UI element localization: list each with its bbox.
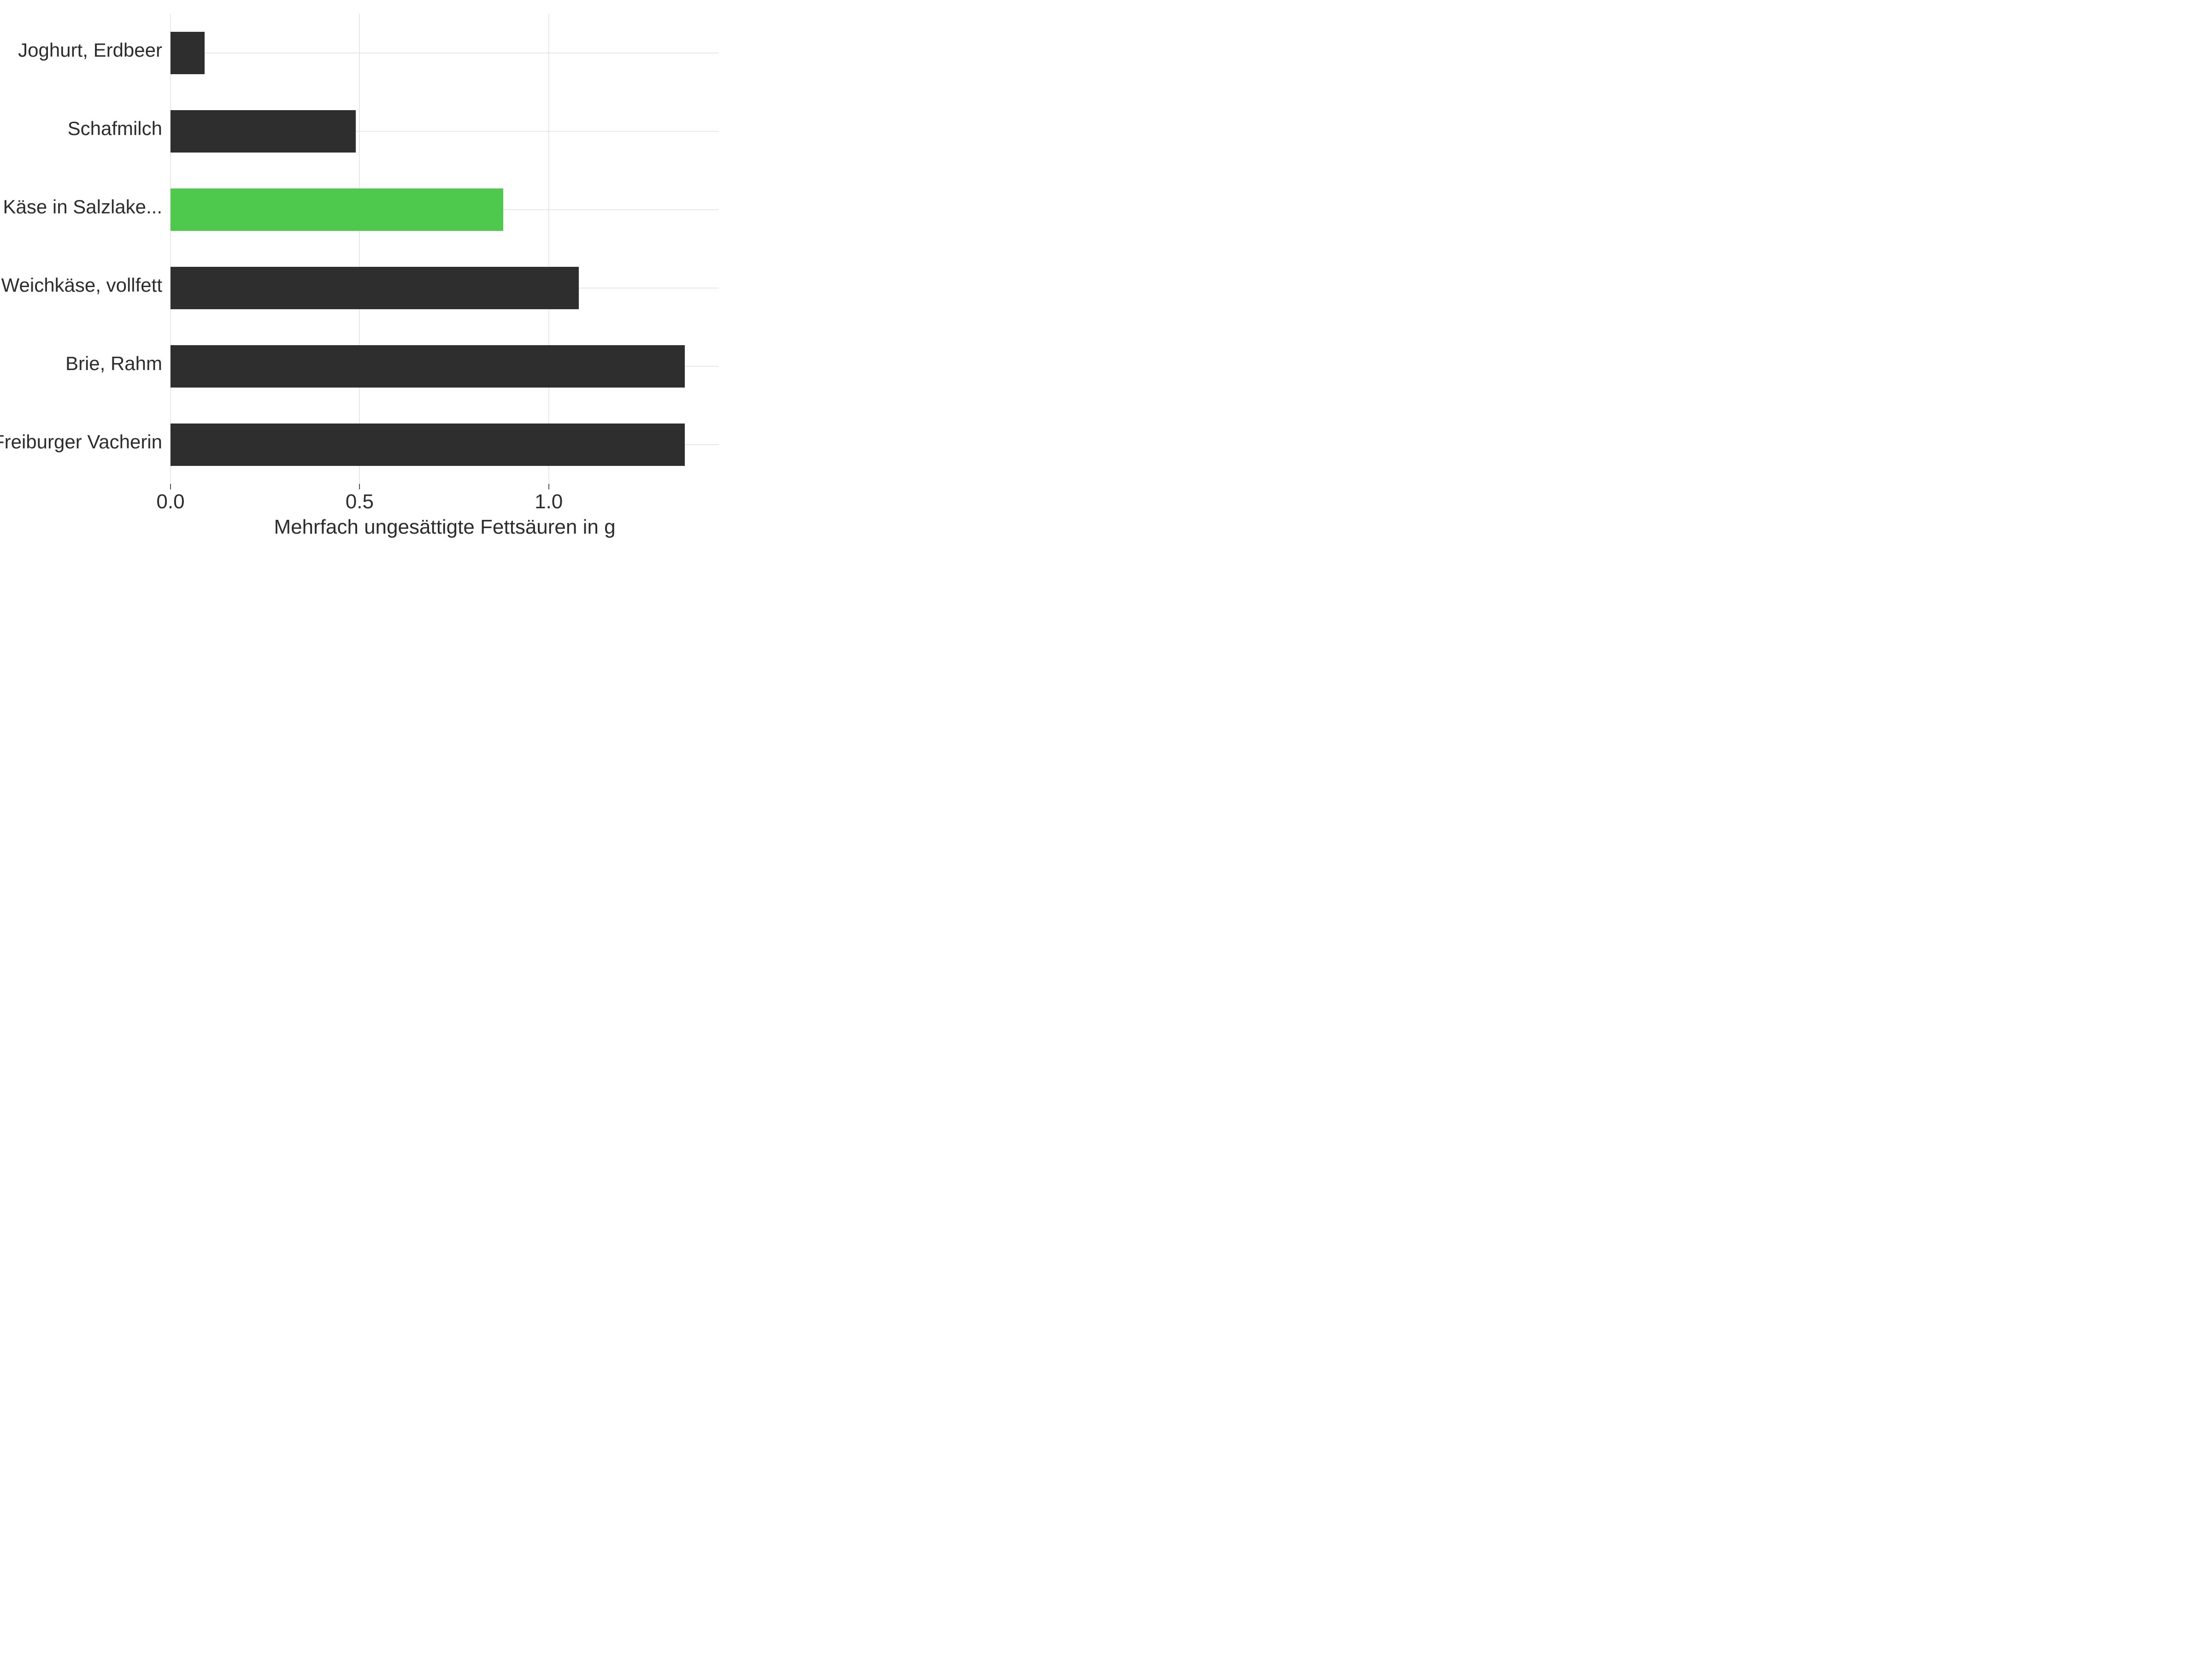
y-tick-label: Freiburger Vacherin <box>0 431 162 453</box>
plot-area <box>171 14 719 484</box>
gridline-vertical <box>170 14 171 484</box>
bar <box>171 345 685 388</box>
bar-chart: Joghurt, Erdbeer Schafmilch Käse in Salzla… <box>0 0 737 553</box>
x-tick-mark <box>548 484 549 489</box>
y-tick-label: Joghurt, Erdbeer <box>18 39 162 61</box>
bar <box>171 424 685 466</box>
x-axis-label: Mehrfach ungesättigte Fettsäuren in g <box>171 516 719 539</box>
bar <box>171 188 503 231</box>
y-tick-label: Brie, Rahm <box>65 353 162 375</box>
gridline-vertical <box>359 14 360 484</box>
x-tick-mark <box>170 484 171 489</box>
bar <box>171 32 205 74</box>
x-tick-label: 1.0 <box>535 490 563 513</box>
x-tick-label: 0.0 <box>156 490 184 513</box>
bar <box>171 110 356 153</box>
y-tick-label: Weichkäse, vollfett <box>1 274 162 296</box>
x-tick-mark <box>359 484 360 489</box>
y-tick-label: Käse in Salzlake... <box>3 196 162 218</box>
x-tick-label: 0.5 <box>346 490 374 513</box>
y-tick-label: Schafmilch <box>68 118 162 140</box>
bar <box>171 267 579 309</box>
gridline-vertical <box>548 14 549 484</box>
